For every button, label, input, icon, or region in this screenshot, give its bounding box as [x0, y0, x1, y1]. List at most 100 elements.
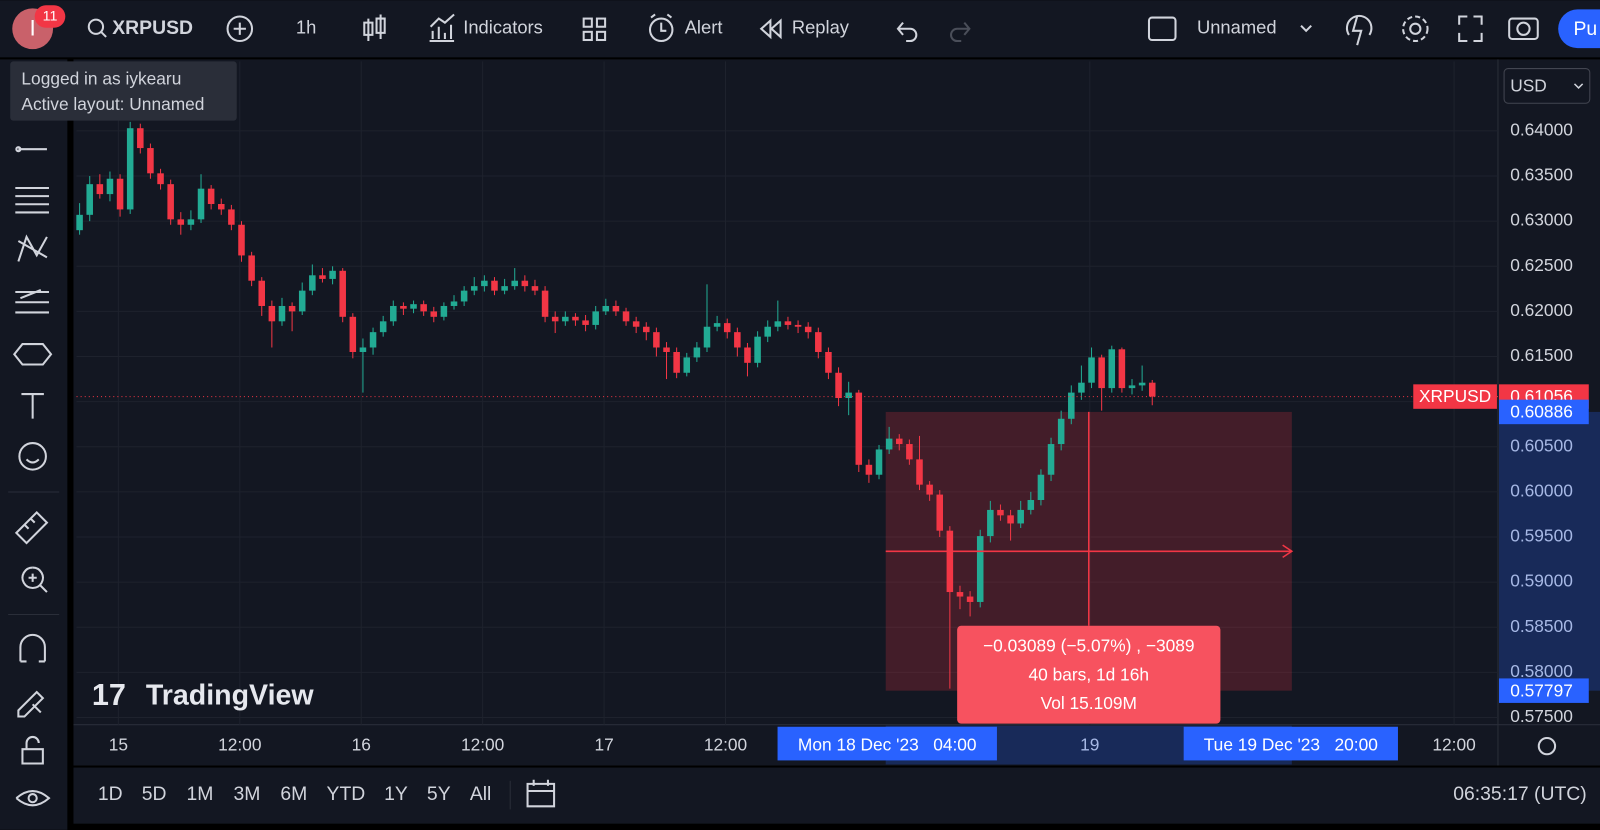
y-tick-label: 0.59000	[1510, 571, 1573, 591]
range-button[interactable]: 1Y	[384, 783, 408, 805]
candle-body	[1148, 382, 1156, 397]
measure-price-bg	[1498, 678, 1589, 703]
range-button[interactable]: 1M	[187, 783, 214, 805]
candle-body	[207, 188, 215, 205]
currency-select[interactable]: USD	[1503, 68, 1591, 104]
symbol-label-bg	[1413, 384, 1497, 409]
fib-tool[interactable]	[15, 186, 49, 214]
range-button[interactable]: 5D	[142, 783, 167, 805]
magnet-tool[interactable]	[19, 633, 46, 663]
replay-label: Replay	[792, 17, 850, 38]
symbol-search[interactable]: XRPUSD	[87, 17, 193, 39]
emoji-tool[interactable]	[18, 442, 47, 471]
range-button[interactable]: 5Y	[427, 783, 451, 805]
redo[interactable]	[950, 21, 971, 43]
bottom-bar	[73, 767, 1600, 824]
save-icon[interactable]	[1147, 16, 1177, 42]
candle-body	[197, 188, 205, 220]
candle-body	[703, 326, 711, 348]
candle-body	[268, 305, 276, 322]
time-label: Tue 19 Dec '23 20:00	[1204, 735, 1378, 755]
candle-body	[379, 321, 387, 333]
candle-body	[238, 224, 245, 256]
candle-body	[916, 459, 923, 485]
candle-body	[106, 178, 114, 195]
text-tool[interactable]	[21, 393, 44, 419]
candle-body	[1068, 392, 1075, 419]
axis-settings[interactable]	[1537, 736, 1557, 756]
lock-tool[interactable]	[21, 735, 44, 765]
range-button[interactable]: 6M	[280, 783, 307, 805]
symbol: XRPUSD	[112, 17, 193, 39]
candle-body	[1007, 515, 1014, 524]
candle-body	[349, 316, 357, 353]
publish-button[interactable]: Pu	[1558, 9, 1600, 49]
candle-body	[774, 321, 782, 327]
candle-body	[946, 530, 954, 593]
compare-button[interactable]	[226, 15, 254, 43]
zoom-tool[interactable]	[21, 566, 48, 593]
range-button[interactable]: 3M	[233, 783, 260, 805]
indicators-label: Indicators	[463, 17, 543, 38]
candle-body	[126, 128, 134, 210]
range-button[interactable]: 1D	[98, 783, 123, 805]
range-buttons: 1D 5D 1M 3M 6M YTD 1Y 5Y All	[98, 783, 492, 805]
candle-body	[460, 290, 468, 302]
candle-body	[845, 392, 852, 399]
candle-body	[693, 347, 701, 358]
pattern-tool[interactable]	[17, 234, 48, 262]
x-tick-label: 12:00	[1432, 735, 1475, 755]
undo[interactable]	[896, 21, 918, 43]
alert-button[interactable]: Alert	[648, 13, 722, 43]
interval[interactable]: 1h	[296, 17, 316, 38]
time-label-bg	[777, 726, 997, 761]
settings[interactable]	[1402, 15, 1429, 43]
candle-body	[1108, 349, 1116, 389]
indicators-button[interactable]: Indicators	[429, 13, 543, 43]
ruler-tool[interactable]	[14, 511, 49, 545]
candle-body	[885, 438, 893, 450]
candle-body	[116, 178, 124, 210]
candle-body	[622, 311, 630, 322]
layout-menu[interactable]: Unnamed	[1197, 17, 1312, 38]
lock-drawing-tool[interactable]	[17, 690, 45, 718]
candle-body	[754, 336, 761, 363]
user-tooltip: Logged in as iykearu Active layout: Unna…	[10, 61, 237, 121]
measure-arrowhead	[1282, 544, 1294, 559]
candle-body	[450, 301, 458, 306]
fullscreen[interactable]	[1458, 15, 1483, 43]
candle-body	[137, 128, 144, 149]
x-tick-label: 19	[1080, 735, 1099, 755]
candle-body	[359, 347, 367, 353]
candle-body	[1057, 418, 1065, 445]
publish-label: Pu	[1573, 18, 1597, 40]
layouts-button[interactable]	[582, 17, 607, 42]
candle-body	[96, 184, 104, 195]
candle-body	[804, 326, 812, 333]
candle-body	[855, 392, 863, 465]
y-tick-label: 0.63000	[1510, 210, 1573, 230]
range-button[interactable]: YTD	[327, 783, 366, 805]
candle-body	[430, 311, 438, 317]
candle-body	[895, 438, 903, 445]
avatar-letter: I	[30, 16, 36, 41]
x-tick-label: 12:00	[218, 735, 261, 755]
trend-line-tool[interactable]	[15, 146, 47, 153]
x-tick-label: 12:00	[704, 735, 747, 755]
range-button[interactable]: All	[470, 783, 492, 805]
symbol-label: XRPUSD	[1419, 386, 1491, 406]
avatar[interactable]: I 11	[12, 5, 66, 50]
forecast-tool[interactable]	[15, 289, 49, 314]
goto-date[interactable]	[526, 779, 556, 808]
candle-body	[906, 444, 913, 460]
visibility-tool[interactable]	[15, 790, 51, 807]
candle-body	[835, 372, 842, 399]
chart-type[interactable]	[363, 14, 386, 42]
snapshot[interactable]	[1508, 17, 1539, 40]
shape-tool[interactable]	[12, 343, 53, 366]
quick-search[interactable]	[1345, 14, 1373, 46]
replay-button[interactable]: Replay	[759, 17, 850, 40]
y-tick-label: 0.62500	[1510, 255, 1573, 275]
candle-body	[76, 214, 83, 231]
